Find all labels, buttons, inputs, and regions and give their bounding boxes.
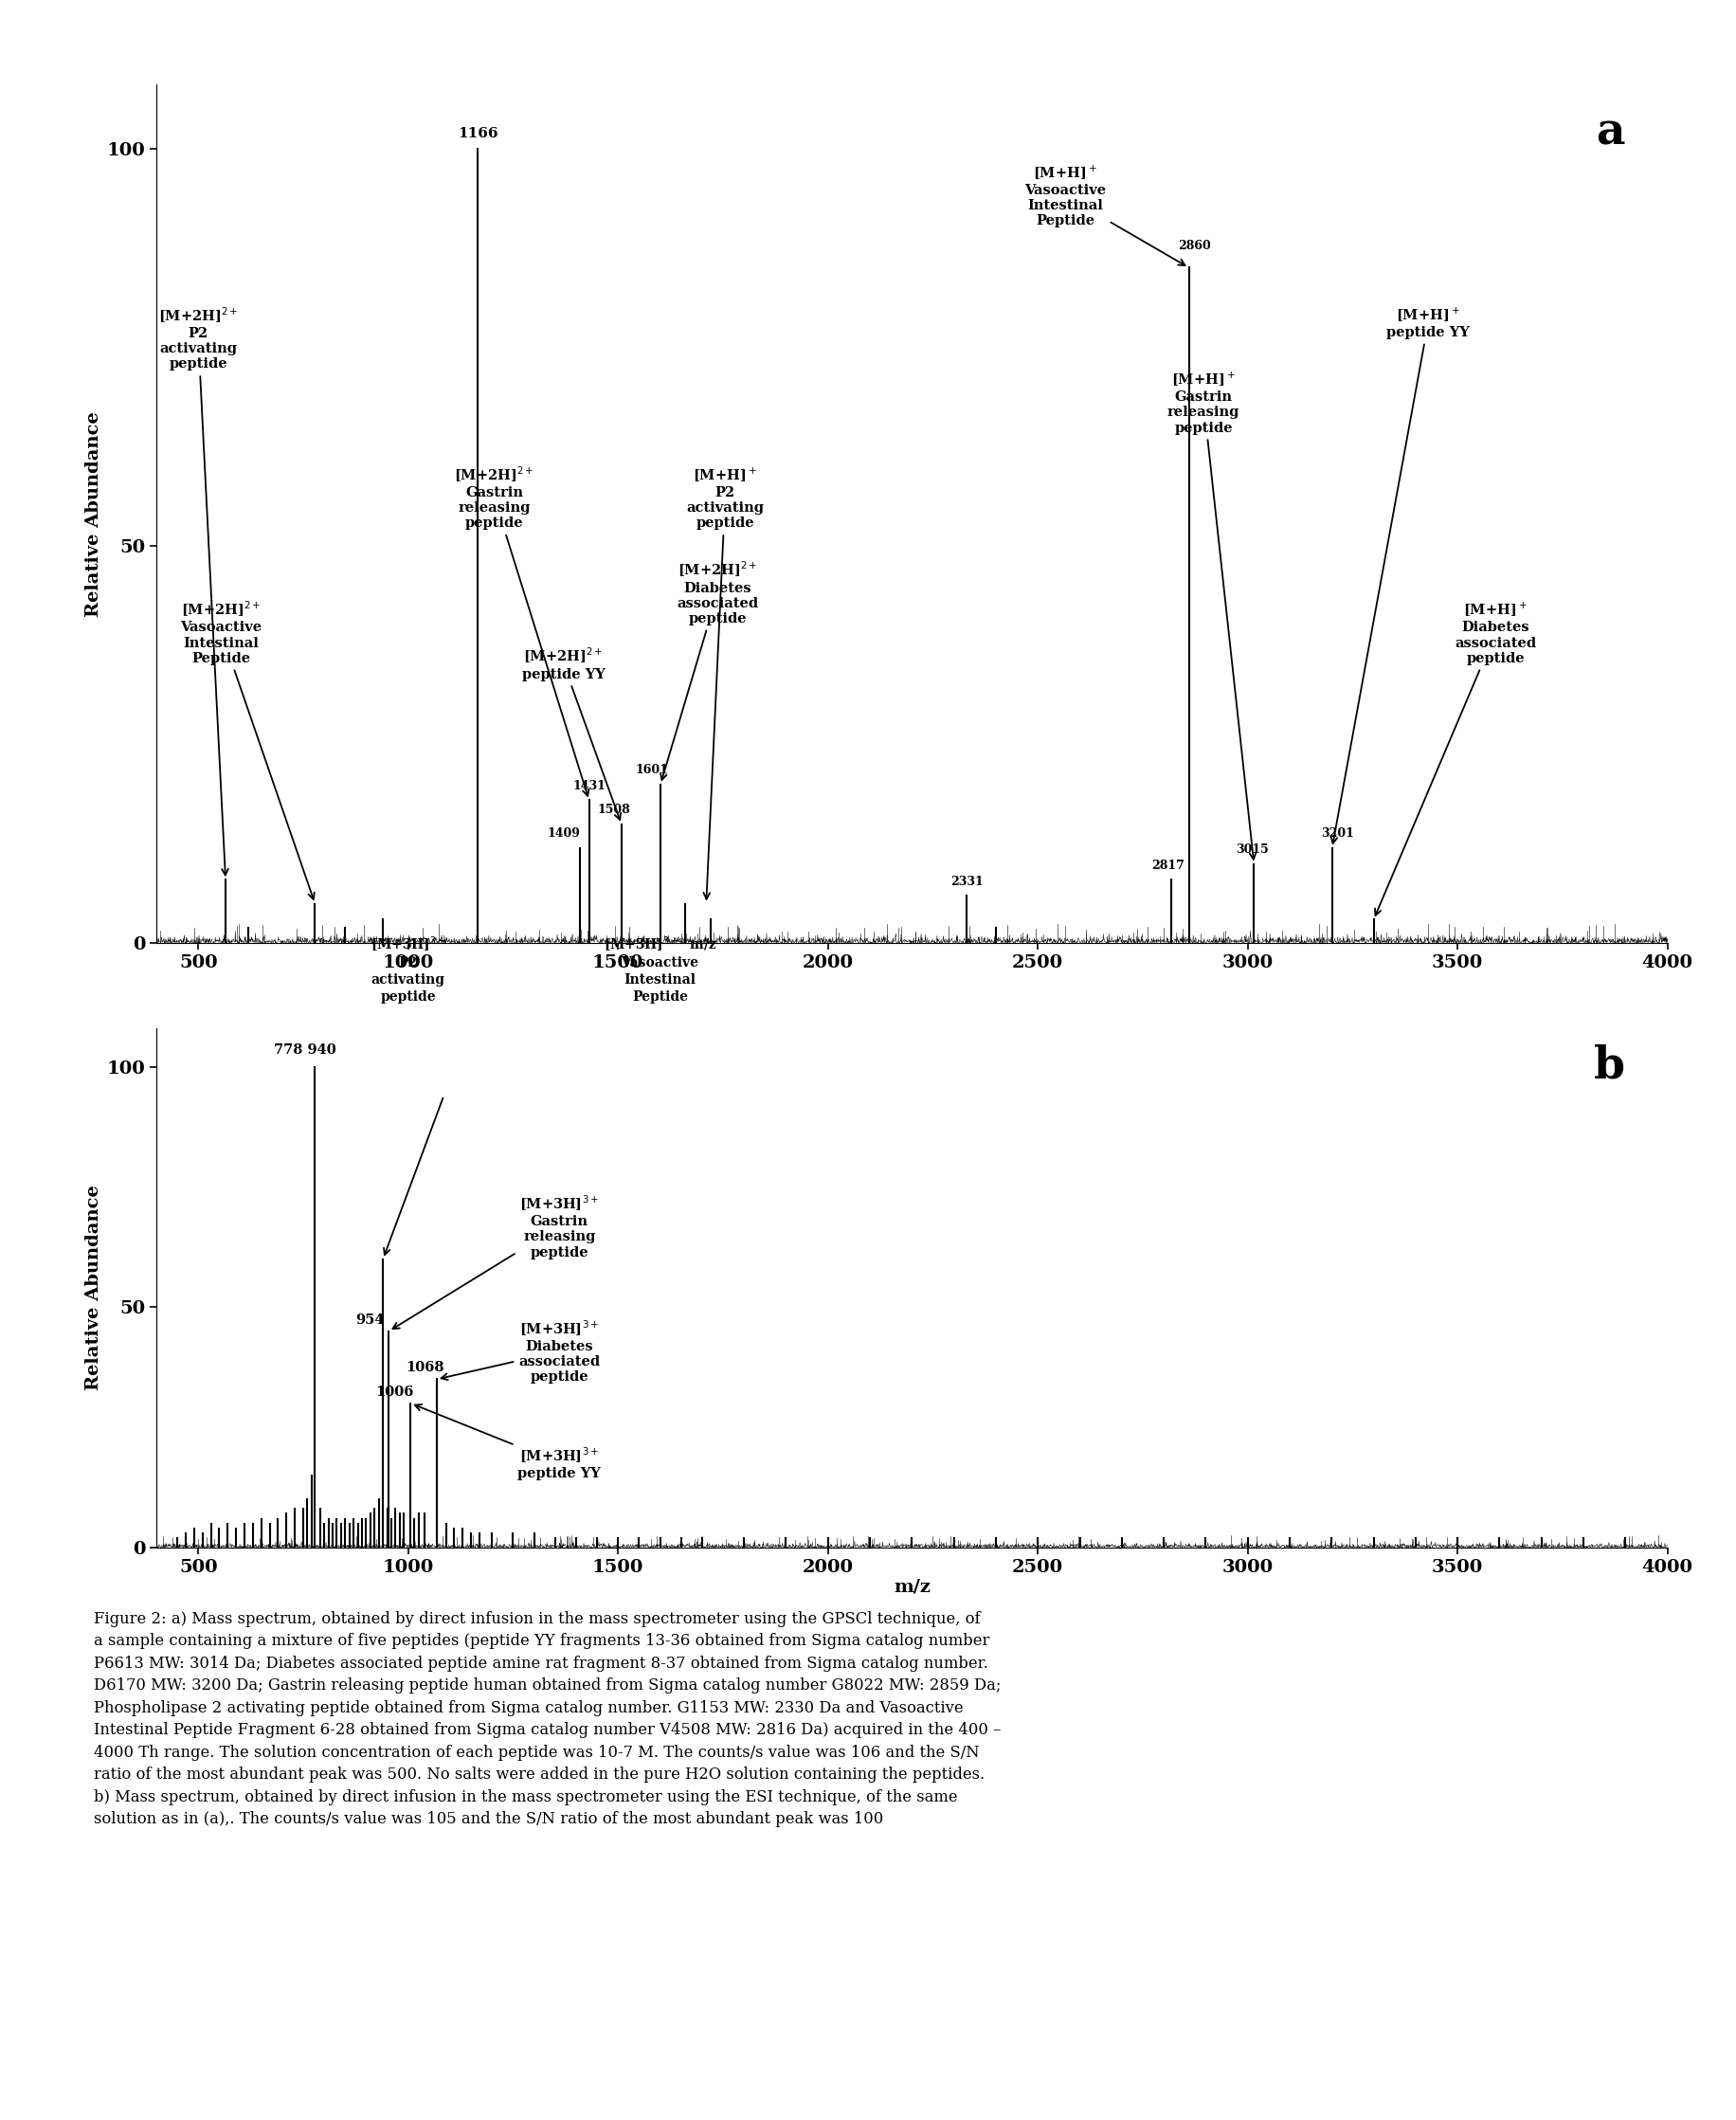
Text: 2860: 2860: [1177, 240, 1210, 252]
Text: [M+2H]$^{2+}$
Gastrin
releasing
peptide: [M+2H]$^{2+}$ Gastrin releasing peptide: [453, 464, 589, 795]
Text: [M+3H]$^{3+}$
peptide YY: [M+3H]$^{3+}$ peptide YY: [415, 1403, 601, 1480]
Text: 954: 954: [356, 1312, 385, 1327]
Y-axis label: Relative Abundance: Relative Abundance: [85, 411, 102, 617]
Text: [M+2H]$^{2+}$
peptide YY: [M+2H]$^{2+}$ peptide YY: [521, 647, 620, 820]
Text: b: b: [1594, 1043, 1625, 1088]
Text: [M+2H]$^{2+}$
Vasoactive
Intestinal
Peptide: [M+2H]$^{2+}$ Vasoactive Intestinal Pept…: [181, 600, 314, 899]
Text: [M+3H]$^{3+}$
Gastrin
releasing
peptide: [M+3H]$^{3+}$ Gastrin releasing peptide: [392, 1194, 599, 1329]
Text: [M+2H]$^{2+}$
P2
activating
peptide: [M+2H]$^{2+}$ P2 activating peptide: [158, 305, 238, 876]
Text: 2331: 2331: [950, 876, 983, 888]
Text: 3015: 3015: [1234, 844, 1267, 856]
Text: [M+2H]$^{2+}$
Diabetes
associated
peptide: [M+2H]$^{2+}$ Diabetes associated peptid…: [660, 560, 759, 780]
Text: [M+H]$^+$
Vasoactive
Intestinal
Peptide: [M+H]$^+$ Vasoactive Intestinal Peptide: [1024, 163, 1184, 265]
Text: 1068: 1068: [406, 1361, 444, 1374]
Text: 1508: 1508: [597, 803, 630, 816]
Text: 778 940: 778 940: [274, 1043, 337, 1058]
Text: 1166: 1166: [458, 127, 498, 140]
Text: [M+3H]$^{3+}$  m/z: [M+3H]$^{3+}$ m/z: [602, 935, 717, 954]
Text: Intestinal: Intestinal: [623, 973, 696, 986]
Text: [M+3H]$^{3+}$
Diabetes
associated
peptide: [M+3H]$^{3+}$ Diabetes associated peptid…: [441, 1319, 599, 1384]
Text: P2: P2: [399, 956, 417, 969]
Text: 2817: 2817: [1151, 859, 1184, 871]
Text: Figure 2: a) Mass spectrum, obtained by direct infusion in the mass spectrometer: Figure 2: a) Mass spectrum, obtained by …: [94, 1611, 1000, 1827]
Text: Vasoactive: Vasoactive: [621, 956, 698, 969]
X-axis label: m/z: m/z: [892, 1579, 930, 1596]
Text: [M+3H]$^{3+}$: [M+3H]$^{3+}$: [370, 935, 446, 954]
Text: 1431: 1431: [573, 780, 606, 793]
Y-axis label: Relative Abundance: Relative Abundance: [85, 1185, 102, 1391]
Text: activating: activating: [372, 973, 444, 986]
Text: [M+H]$^+$
Gastrin
releasing
peptide: [M+H]$^+$ Gastrin releasing peptide: [1167, 371, 1255, 859]
Text: [M+H]$^+$
Diabetes
associated
peptide: [M+H]$^+$ Diabetes associated peptide: [1375, 600, 1535, 916]
Text: peptide: peptide: [380, 990, 436, 1003]
Text: Peptide: Peptide: [632, 990, 687, 1003]
Text: a: a: [1595, 110, 1625, 155]
Text: [M+H]$^+$
peptide YY: [M+H]$^+$ peptide YY: [1330, 305, 1469, 844]
Text: 1601: 1601: [635, 763, 668, 776]
Text: 1409: 1409: [547, 827, 580, 840]
Text: 1006: 1006: [375, 1384, 413, 1399]
Text: 3201: 3201: [1321, 827, 1354, 840]
Text: [M+H]$^+$
P2
activating
peptide: [M+H]$^+$ P2 activating peptide: [686, 466, 764, 899]
